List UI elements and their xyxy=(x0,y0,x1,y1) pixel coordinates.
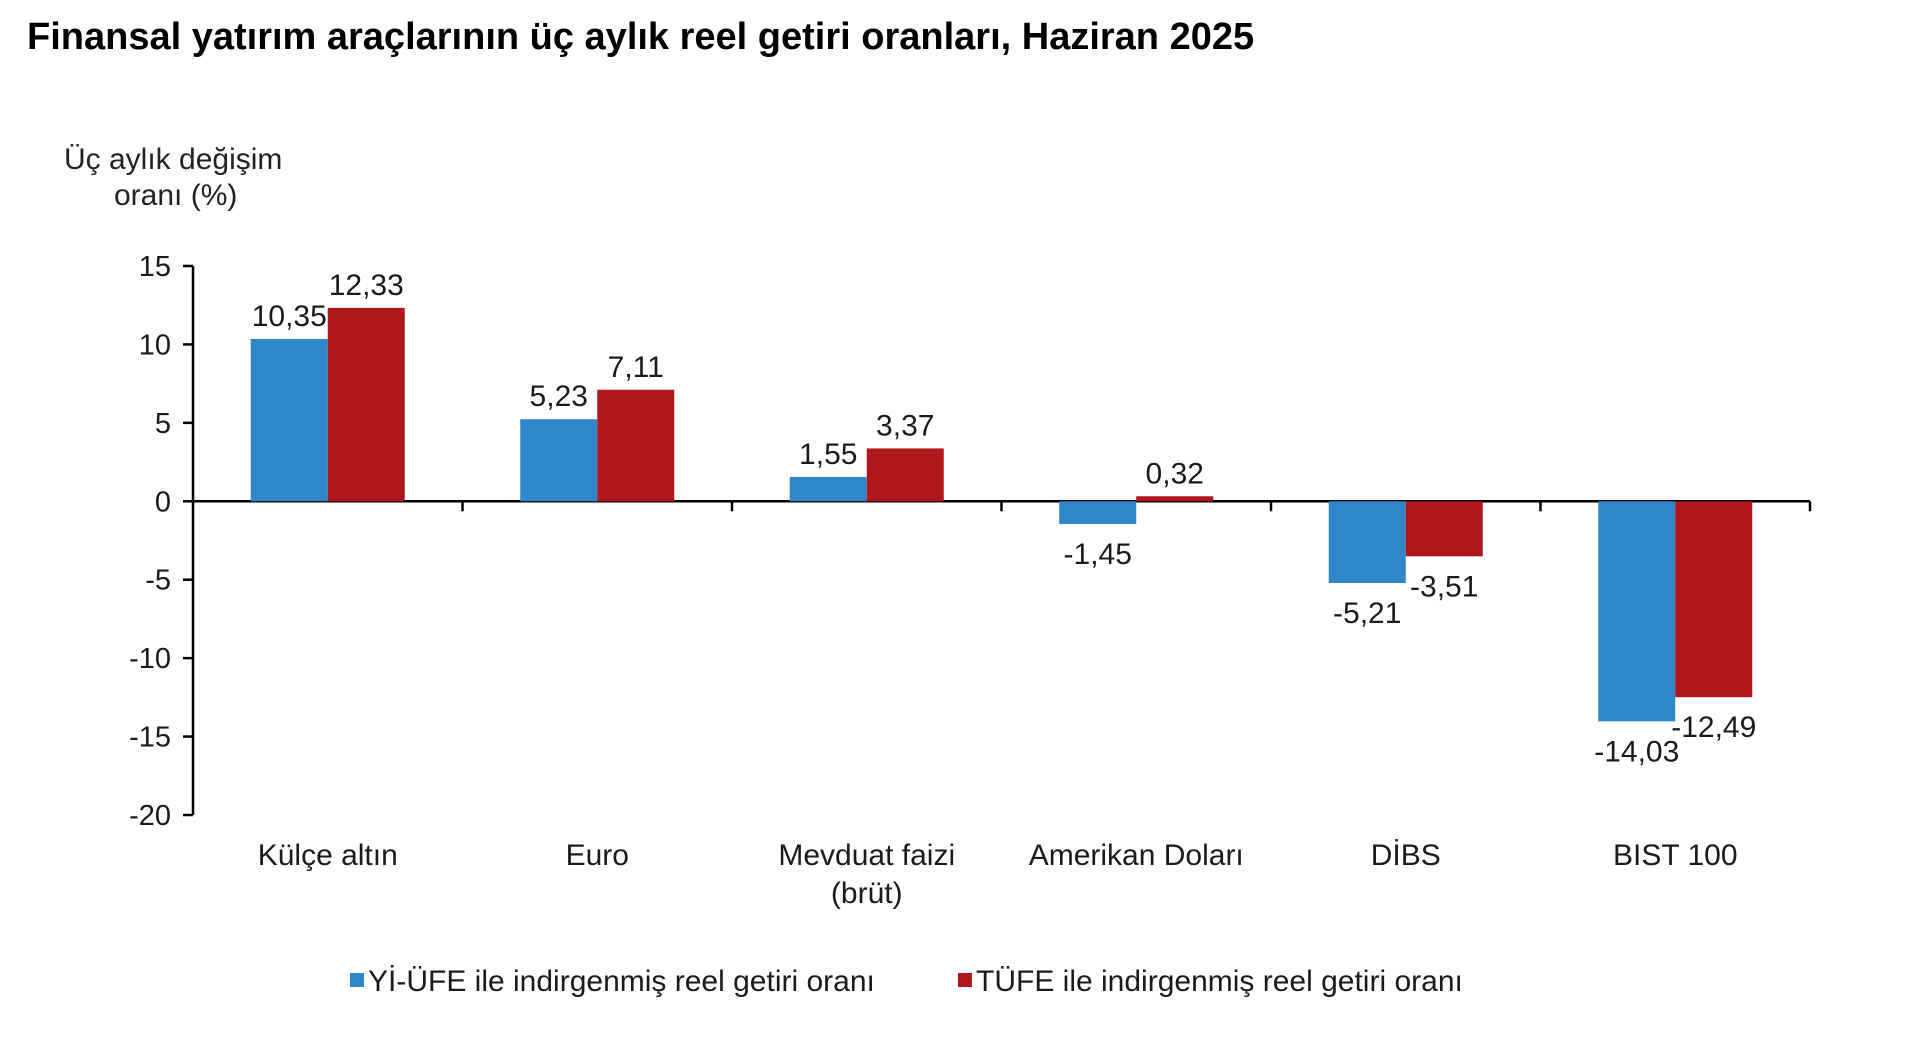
bar-series-2 xyxy=(327,307,405,502)
data-label-series-1: 10,35 xyxy=(252,300,327,333)
x-category-label: Külçe altın xyxy=(258,839,398,872)
y-axis-label-line-2: oranı (%) xyxy=(114,179,238,212)
data-label-series-2: 3,37 xyxy=(876,409,934,442)
y-tick-label: 10 xyxy=(139,329,171,361)
x-category-label: Mevduat faizi xyxy=(778,839,955,872)
y-tick-label: 5 xyxy=(155,408,171,440)
y-tick-label: -10 xyxy=(129,643,171,675)
bar-series-1 xyxy=(250,338,328,502)
data-label-series-1: -1,45 xyxy=(1064,538,1132,571)
bar-series-1 xyxy=(789,476,867,502)
x-category-label: Euro xyxy=(566,839,629,872)
x-category-label: DİBS xyxy=(1371,839,1441,872)
x-category-label: BIST 100 xyxy=(1613,839,1738,872)
bar-series-2 xyxy=(1136,496,1214,502)
bar-series-2 xyxy=(1675,501,1753,698)
data-label-series-1: -5,21 xyxy=(1333,597,1401,630)
data-label-series-2: -12,49 xyxy=(1671,711,1756,744)
data-label-series-1: 5,23 xyxy=(530,380,588,413)
y-tick-label: 15 xyxy=(139,251,171,283)
bar-series-2 xyxy=(866,448,944,502)
x-category-label: Amerikan Doları xyxy=(1029,839,1244,872)
y-tick-label: -5 xyxy=(145,565,171,597)
bar-series-2 xyxy=(597,389,675,502)
legend-swatch-series-2 xyxy=(958,973,972,987)
y-tick-label: -20 xyxy=(129,800,171,832)
bar-series-1 xyxy=(1328,501,1406,584)
data-label-series-1: 1,55 xyxy=(799,438,857,471)
legend-label-series-2: TÜFE ile indirgenmiş reel getiri oranı xyxy=(976,965,1463,998)
bar-series-2 xyxy=(1405,501,1483,557)
data-label-series-2: 0,32 xyxy=(1146,457,1204,490)
data-label-series-2: 7,11 xyxy=(608,351,664,384)
x-category-label: (brüt) xyxy=(831,877,903,910)
bar-series-1 xyxy=(1059,501,1137,525)
legend-swatch-series-1 xyxy=(350,973,364,987)
chart-title: Finansal yatırım araçlarının üç aylık re… xyxy=(27,16,1255,58)
y-tick-label: -15 xyxy=(129,722,171,754)
bar-series-1 xyxy=(1598,501,1676,722)
y-axis-label: Üç aylık değişim oranı (%) xyxy=(64,142,282,214)
y-tick-label: 0 xyxy=(155,486,171,518)
data-label-series-1: -14,03 xyxy=(1594,735,1679,768)
legend-label-series-1: Yİ-ÜFE ile indirgenmiş reel getiri oranı xyxy=(368,965,875,998)
y-axis-label-line-1: Üç aylık değişim xyxy=(64,143,283,176)
data-label-series-2: -3,51 xyxy=(1410,570,1478,603)
bar-series-1 xyxy=(520,419,598,502)
data-label-series-2: 12,33 xyxy=(329,269,404,302)
